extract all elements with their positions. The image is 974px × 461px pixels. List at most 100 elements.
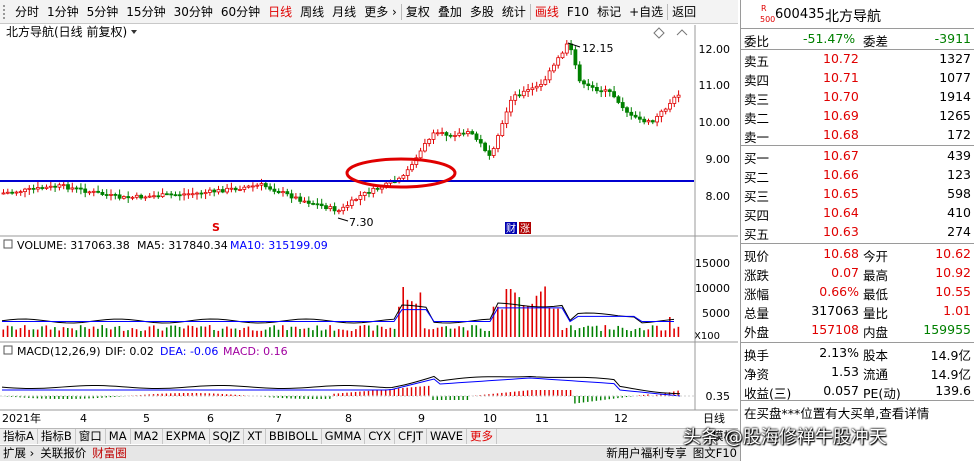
toolbar-item[interactable]: 分时 [15, 4, 40, 19]
indicator-tab[interactable]: 更多 [467, 429, 498, 444]
indicator-tab[interactable]: XT [244, 429, 266, 444]
indicator-tab[interactable]: 指标B [38, 429, 76, 444]
dea-line [2, 377, 681, 397]
toolbar-item[interactable]: 叠加 [437, 4, 462, 19]
candle-body [48, 185, 53, 188]
stat-row: 外盘 157108 内盘 159955 [741, 321, 974, 340]
period-toolbar: 分时 1分钟 5分钟 15分钟 30分钟 60分钟 日线 周线 月线 更多 › 复权 叠加 多股 统计 画线… [0, 0, 738, 24]
status-item[interactable]: 关联报价 [40, 446, 87, 460]
toolbar-item[interactable]: 画线 [534, 4, 559, 19]
status-item[interactable]: 新用户福利专享 [606, 446, 687, 460]
indicator-tab[interactable]: GMMA [322, 429, 366, 444]
volume-bar [565, 327, 568, 337]
indicator-tab[interactable]: EXPMA [163, 429, 210, 444]
toolbar-item[interactable]: 日线 [268, 4, 293, 19]
candle-body [83, 188, 88, 193]
volume-bar [230, 328, 232, 337]
status-item[interactable]: 图文F10 [692, 446, 737, 460]
candle-body [440, 132, 445, 134]
indicator-tab[interactable]: 窗口 [76, 429, 106, 444]
candle-body [453, 135, 457, 137]
candle-body [242, 186, 247, 190]
indicator-tab[interactable]: MA2 [131, 429, 163, 444]
volume-bar [217, 330, 220, 337]
candle-body [362, 191, 367, 196]
status-item[interactable]: 财富圈 [92, 446, 127, 460]
stock-name: 北方导航 [825, 9, 881, 25]
candle-body [358, 195, 363, 200]
indicator-tab[interactable]: MA [106, 429, 131, 444]
notice-row[interactable]: 在买盘***位置有大买单,查看详情 [741, 402, 974, 421]
candle-body [534, 85, 539, 89]
indicator-tab[interactable]: CYX [365, 429, 395, 444]
candle-body [646, 120, 651, 123]
volume-bar [626, 330, 628, 337]
candle-body [1, 192, 6, 195]
candle-body [504, 111, 509, 125]
toolbar-item[interactable]: 1分钟 [47, 4, 79, 19]
candle-body [139, 194, 144, 199]
toolbar-item[interactable]: 60分钟 [220, 4, 261, 19]
toolbar-item[interactable]: 更多 › [364, 4, 397, 19]
toolbar-item[interactable]: 5分钟 [86, 4, 119, 19]
volume-bar [84, 327, 86, 337]
diamond-icon[interactable] [653, 27, 665, 39]
weibi-label: 委比 [744, 34, 770, 49]
candle-body [595, 86, 599, 92]
indicator-tab[interactable]: 模板 [708, 429, 738, 444]
quote-panel: R 500 600435 北方导航 委比 -51.47% 委差 -3911 卖五… [740, 0, 974, 461]
candle-body [401, 175, 406, 179]
candle-body [457, 132, 462, 136]
indicator-tab[interactable]: CFJT [395, 429, 428, 444]
price-tick: 10.00 [699, 116, 731, 129]
kline-chart[interactable]: 北方导航(日线 前复权) 12.00 11.00 10.00 9.00 8.00… [0, 25, 738, 434]
toolbar-item[interactable]: 月线 [332, 4, 357, 19]
dropdown-arrow-icon[interactable] [131, 30, 137, 34]
stat-label: 流通 [863, 367, 889, 382]
indicator-tabs: 指标A 指标B 窗口 MA MA2 EXPMA SQJZ XT BBIBOLL GMMA CYX CF… [0, 428, 738, 444]
weibi-value: -51.47% [803, 31, 856, 46]
toolbar-item[interactable]: 统计 [501, 4, 526, 19]
indicator-tab[interactable]: 指标A [0, 429, 38, 444]
event-badge-zhang[interactable]: 涨 [519, 222, 531, 235]
ask-label: 卖五 [744, 54, 770, 69]
indicator-tab[interactable]: BBIBOLL [266, 429, 322, 444]
candle-body [272, 188, 277, 192]
candle-body [603, 89, 608, 92]
chevron-up-icon[interactable] [676, 29, 688, 36]
toolbar-item[interactable]: F10 [566, 4, 590, 19]
event-badge-cai[interactable]: 财 [505, 222, 517, 235]
toolbar-item[interactable]: 30分钟 [173, 4, 213, 19]
candle-body [465, 131, 470, 135]
signal-s-marker[interactable]: S [212, 221, 220, 234]
status-item[interactable]: 扩展 › [3, 446, 35, 460]
toolbar-item[interactable]: 周线 [300, 4, 325, 19]
bid-volume: 439 [947, 148, 971, 163]
volume-bar [333, 330, 336, 337]
toolbar-item[interactable]: 多股 [469, 4, 494, 19]
ask-price: 10.69 [823, 108, 859, 123]
toolbar-item[interactable]: 标记 [597, 4, 622, 19]
bid-label: 买一 [744, 151, 770, 166]
candle-body [104, 194, 109, 196]
indicator-tab[interactable]: WAVE [427, 429, 468, 444]
toolbar-item[interactable]: +自选 [629, 4, 664, 19]
indicator-tab[interactable]: SQJZ [210, 429, 245, 444]
toolbar-item[interactable]: 复权 [405, 4, 430, 19]
bid-price: 10.64 [823, 205, 859, 220]
volume-bar [178, 326, 181, 337]
ask-row: 卖四 10.71 1077 [741, 69, 974, 88]
highlight-ellipse[interactable] [345, 157, 457, 189]
volume-bar [312, 330, 314, 337]
stat-label: 今开 [863, 249, 889, 264]
candle-body [405, 169, 410, 176]
candle-body [367, 191, 371, 194]
stat-value: 10.68 [823, 246, 859, 261]
stat-value: 1.01 [943, 303, 971, 318]
big-order-notice[interactable]: 在买盘***位置有大买单,查看详情 [744, 406, 930, 421]
toolbar-item[interactable]: 15分钟 [126, 4, 166, 19]
toolbar-item[interactable]: 返回 [672, 4, 697, 19]
volume-bar [303, 328, 306, 337]
volume-bar [256, 330, 258, 337]
candle-body [470, 131, 475, 135]
